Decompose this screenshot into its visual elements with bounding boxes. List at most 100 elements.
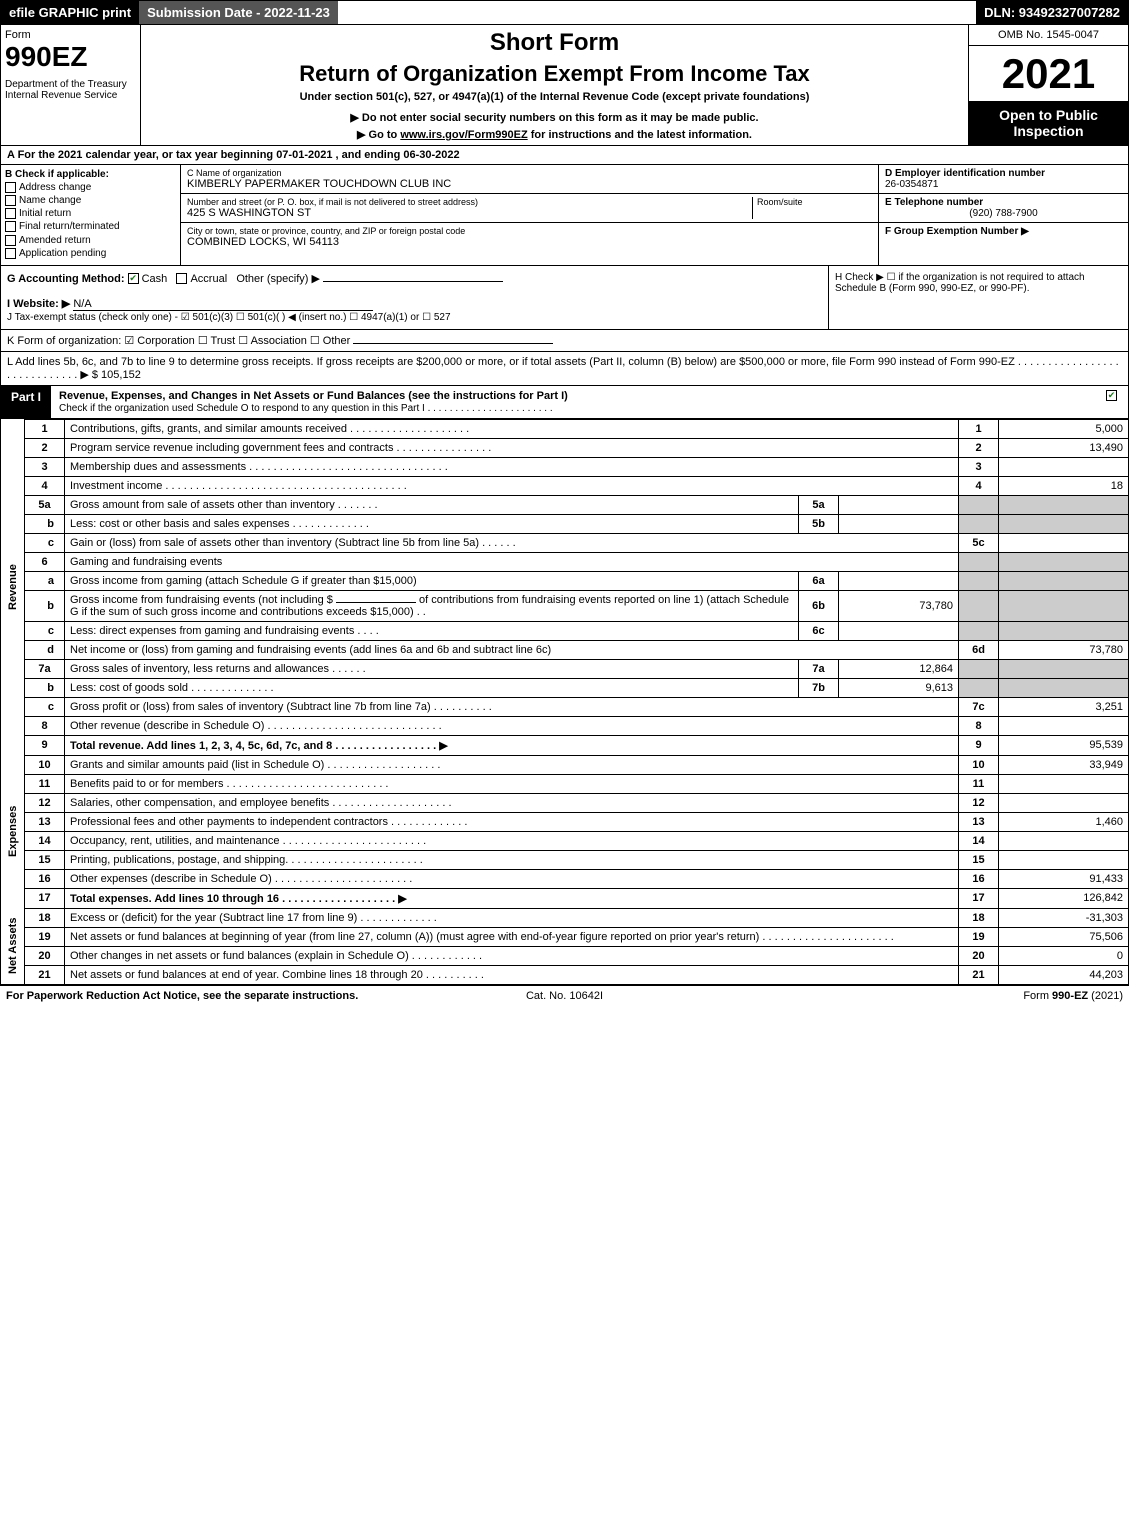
l6b-d1: Gross income from fundraising events (no… — [70, 594, 333, 606]
g-other-input[interactable] — [323, 281, 503, 282]
row-l-text: L Add lines 5b, 6c, and 7b to line 9 to … — [7, 356, 1119, 381]
room-label: Room/suite — [757, 197, 872, 207]
l9-desc: Total revenue. Add lines 1, 2, 3, 4, 5c,… — [65, 735, 959, 755]
website-value: N/A — [73, 298, 373, 311]
l5a-num: 5a — [25, 495, 65, 514]
l5b-rnum — [959, 514, 999, 533]
l12-rnum: 12 — [959, 793, 999, 812]
l6b-desc: Gross income from fundraising events (no… — [65, 590, 799, 621]
l21-num: 21 — [25, 965, 65, 984]
l9-rnum: 9 — [959, 735, 999, 755]
l6c-rval — [999, 621, 1129, 640]
line-6: 6 Gaming and fundraising events — [1, 552, 1129, 571]
c-name-row: C Name of organization KIMBERLY PAPERMAK… — [181, 165, 878, 194]
ssn-notice: ▶ Do not enter social security numbers o… — [145, 111, 964, 124]
l20-rval: 0 — [999, 946, 1129, 965]
line-11: 11 Benefits paid to or for members . . .… — [1, 774, 1129, 793]
opt-initial: Initial return — [19, 208, 71, 219]
group-label: F Group Exemption Number ▶ — [885, 226, 1122, 237]
l6-num: 6 — [25, 552, 65, 571]
l5b-rval — [999, 514, 1129, 533]
footer-left: For Paperwork Reduction Act Notice, see … — [6, 990, 378, 1002]
l6b-innum: 6b — [799, 590, 839, 621]
l6-rnum — [959, 552, 999, 571]
l6a-innum: 6a — [799, 571, 839, 590]
check-application-pending[interactable]: Application pending — [5, 248, 176, 259]
org-street: 425 S WASHINGTON ST — [187, 207, 752, 219]
part1-check[interactable] — [1098, 386, 1128, 418]
header-right: OMB No. 1545-0047 2021 Open to Public In… — [968, 25, 1128, 145]
open-to-public: Open to Public Inspection — [969, 101, 1128, 145]
l20-desc: Other changes in net assets or fund bala… — [65, 946, 959, 965]
l1-rnum: 1 — [959, 419, 999, 438]
l17-desc: Total expenses. Add lines 10 through 16 … — [65, 888, 959, 908]
l15-num: 15 — [25, 850, 65, 869]
check-cash[interactable] — [128, 273, 139, 284]
l4-rval: 18 — [999, 476, 1129, 495]
l6c-rnum — [959, 621, 999, 640]
k-other-input[interactable] — [353, 343, 553, 344]
h-text: H Check ▶ ☐ if the organization is not r… — [835, 272, 1085, 294]
l6a-num: a — [25, 571, 65, 590]
l14-num: 14 — [25, 831, 65, 850]
l6d-desc: Net income or (loss) from gaming and fun… — [65, 640, 959, 659]
b-title: B Check if applicable: — [5, 169, 176, 180]
line-19: 19 Net assets or fund balances at beginn… — [1, 927, 1129, 946]
l7b-innum: 7b — [799, 678, 839, 697]
l4-rnum: 4 — [959, 476, 999, 495]
line-15: 15 Printing, publications, postage, and … — [1, 850, 1129, 869]
l14-rval — [999, 831, 1129, 850]
l6b-rval — [999, 590, 1129, 621]
l18-rnum: 18 — [959, 908, 999, 927]
ein-label: D Employer identification number — [885, 168, 1122, 179]
part1-title-wrap: Revenue, Expenses, and Changes in Net As… — [51, 386, 1098, 418]
l16-desc: Other expenses (describe in Schedule O) … — [65, 869, 959, 888]
l15-rval — [999, 850, 1129, 869]
l6a-rnum — [959, 571, 999, 590]
l11-rval — [999, 774, 1129, 793]
opt-name: Name change — [19, 195, 81, 206]
efile-label[interactable]: efile GRAPHIC print — [1, 1, 139, 24]
irs-link[interactable]: www.irs.gov/Form990EZ — [400, 129, 527, 141]
check-address-change[interactable]: Address change — [5, 182, 176, 193]
l10-num: 10 — [25, 755, 65, 774]
phone-value: (920) 788-7900 — [885, 208, 1122, 219]
submission-date: Submission Date - 2022-11-23 — [139, 1, 338, 24]
i-label: I Website: ▶ — [7, 298, 70, 310]
goto-link-text: ▶ Go to www.irs.gov/Form990EZ for instru… — [145, 128, 964, 141]
check-name-change[interactable]: Name change — [5, 195, 176, 206]
l6-rval — [999, 552, 1129, 571]
l14-rnum: 14 — [959, 831, 999, 850]
part1-title: Revenue, Expenses, and Changes in Net As… — [59, 390, 568, 402]
l5c-rnum: 5c — [959, 533, 999, 552]
expenses-side-label: Expenses — [1, 755, 25, 908]
col-h: H Check ▶ ☐ if the organization is not r… — [828, 266, 1128, 329]
l6b-num: b — [25, 590, 65, 621]
l5c-rval — [999, 533, 1129, 552]
l8-num: 8 — [25, 716, 65, 735]
dln-label: DLN: 93492327007282 — [976, 1, 1128, 24]
l6b-blank[interactable] — [336, 602, 416, 603]
check-accrual[interactable] — [176, 273, 187, 284]
l7a-rval — [999, 659, 1129, 678]
line-5a: 5a Gross amount from sale of assets othe… — [1, 495, 1129, 514]
l13-rnum: 13 — [959, 812, 999, 831]
l21-rnum: 21 — [959, 965, 999, 984]
l7b-desc: Less: cost of goods sold . . . . . . . .… — [65, 678, 799, 697]
line-5b: b Less: cost or other basis and sales ex… — [1, 514, 1129, 533]
line-16: 16 Other expenses (describe in Schedule … — [1, 869, 1129, 888]
c-city-row: City or town, state or province, country… — [181, 223, 878, 251]
footer-center: Cat. No. 10642I — [378, 990, 750, 1002]
check-final-return[interactable]: Final return/terminated — [5, 221, 176, 232]
header-left: Form 990EZ Department of the Treasury In… — [1, 25, 141, 145]
l19-num: 19 — [25, 927, 65, 946]
l10-rnum: 10 — [959, 755, 999, 774]
l7a-innum: 7a — [799, 659, 839, 678]
check-initial-return[interactable]: Initial return — [5, 208, 176, 219]
return-title: Return of Organization Exempt From Incom… — [145, 61, 964, 87]
org-city: COMBINED LOCKS, WI 54113 — [187, 236, 872, 248]
line-8: 8 Other revenue (describe in Schedule O)… — [1, 716, 1129, 735]
l2-desc: Program service revenue including govern… — [65, 438, 959, 457]
check-amended-return[interactable]: Amended return — [5, 235, 176, 246]
l9-rval: 95,539 — [999, 735, 1129, 755]
